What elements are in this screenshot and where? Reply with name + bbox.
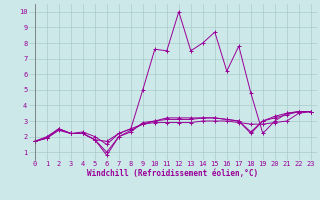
X-axis label: Windchill (Refroidissement éolien,°C): Windchill (Refroidissement éolien,°C) [87, 169, 258, 178]
